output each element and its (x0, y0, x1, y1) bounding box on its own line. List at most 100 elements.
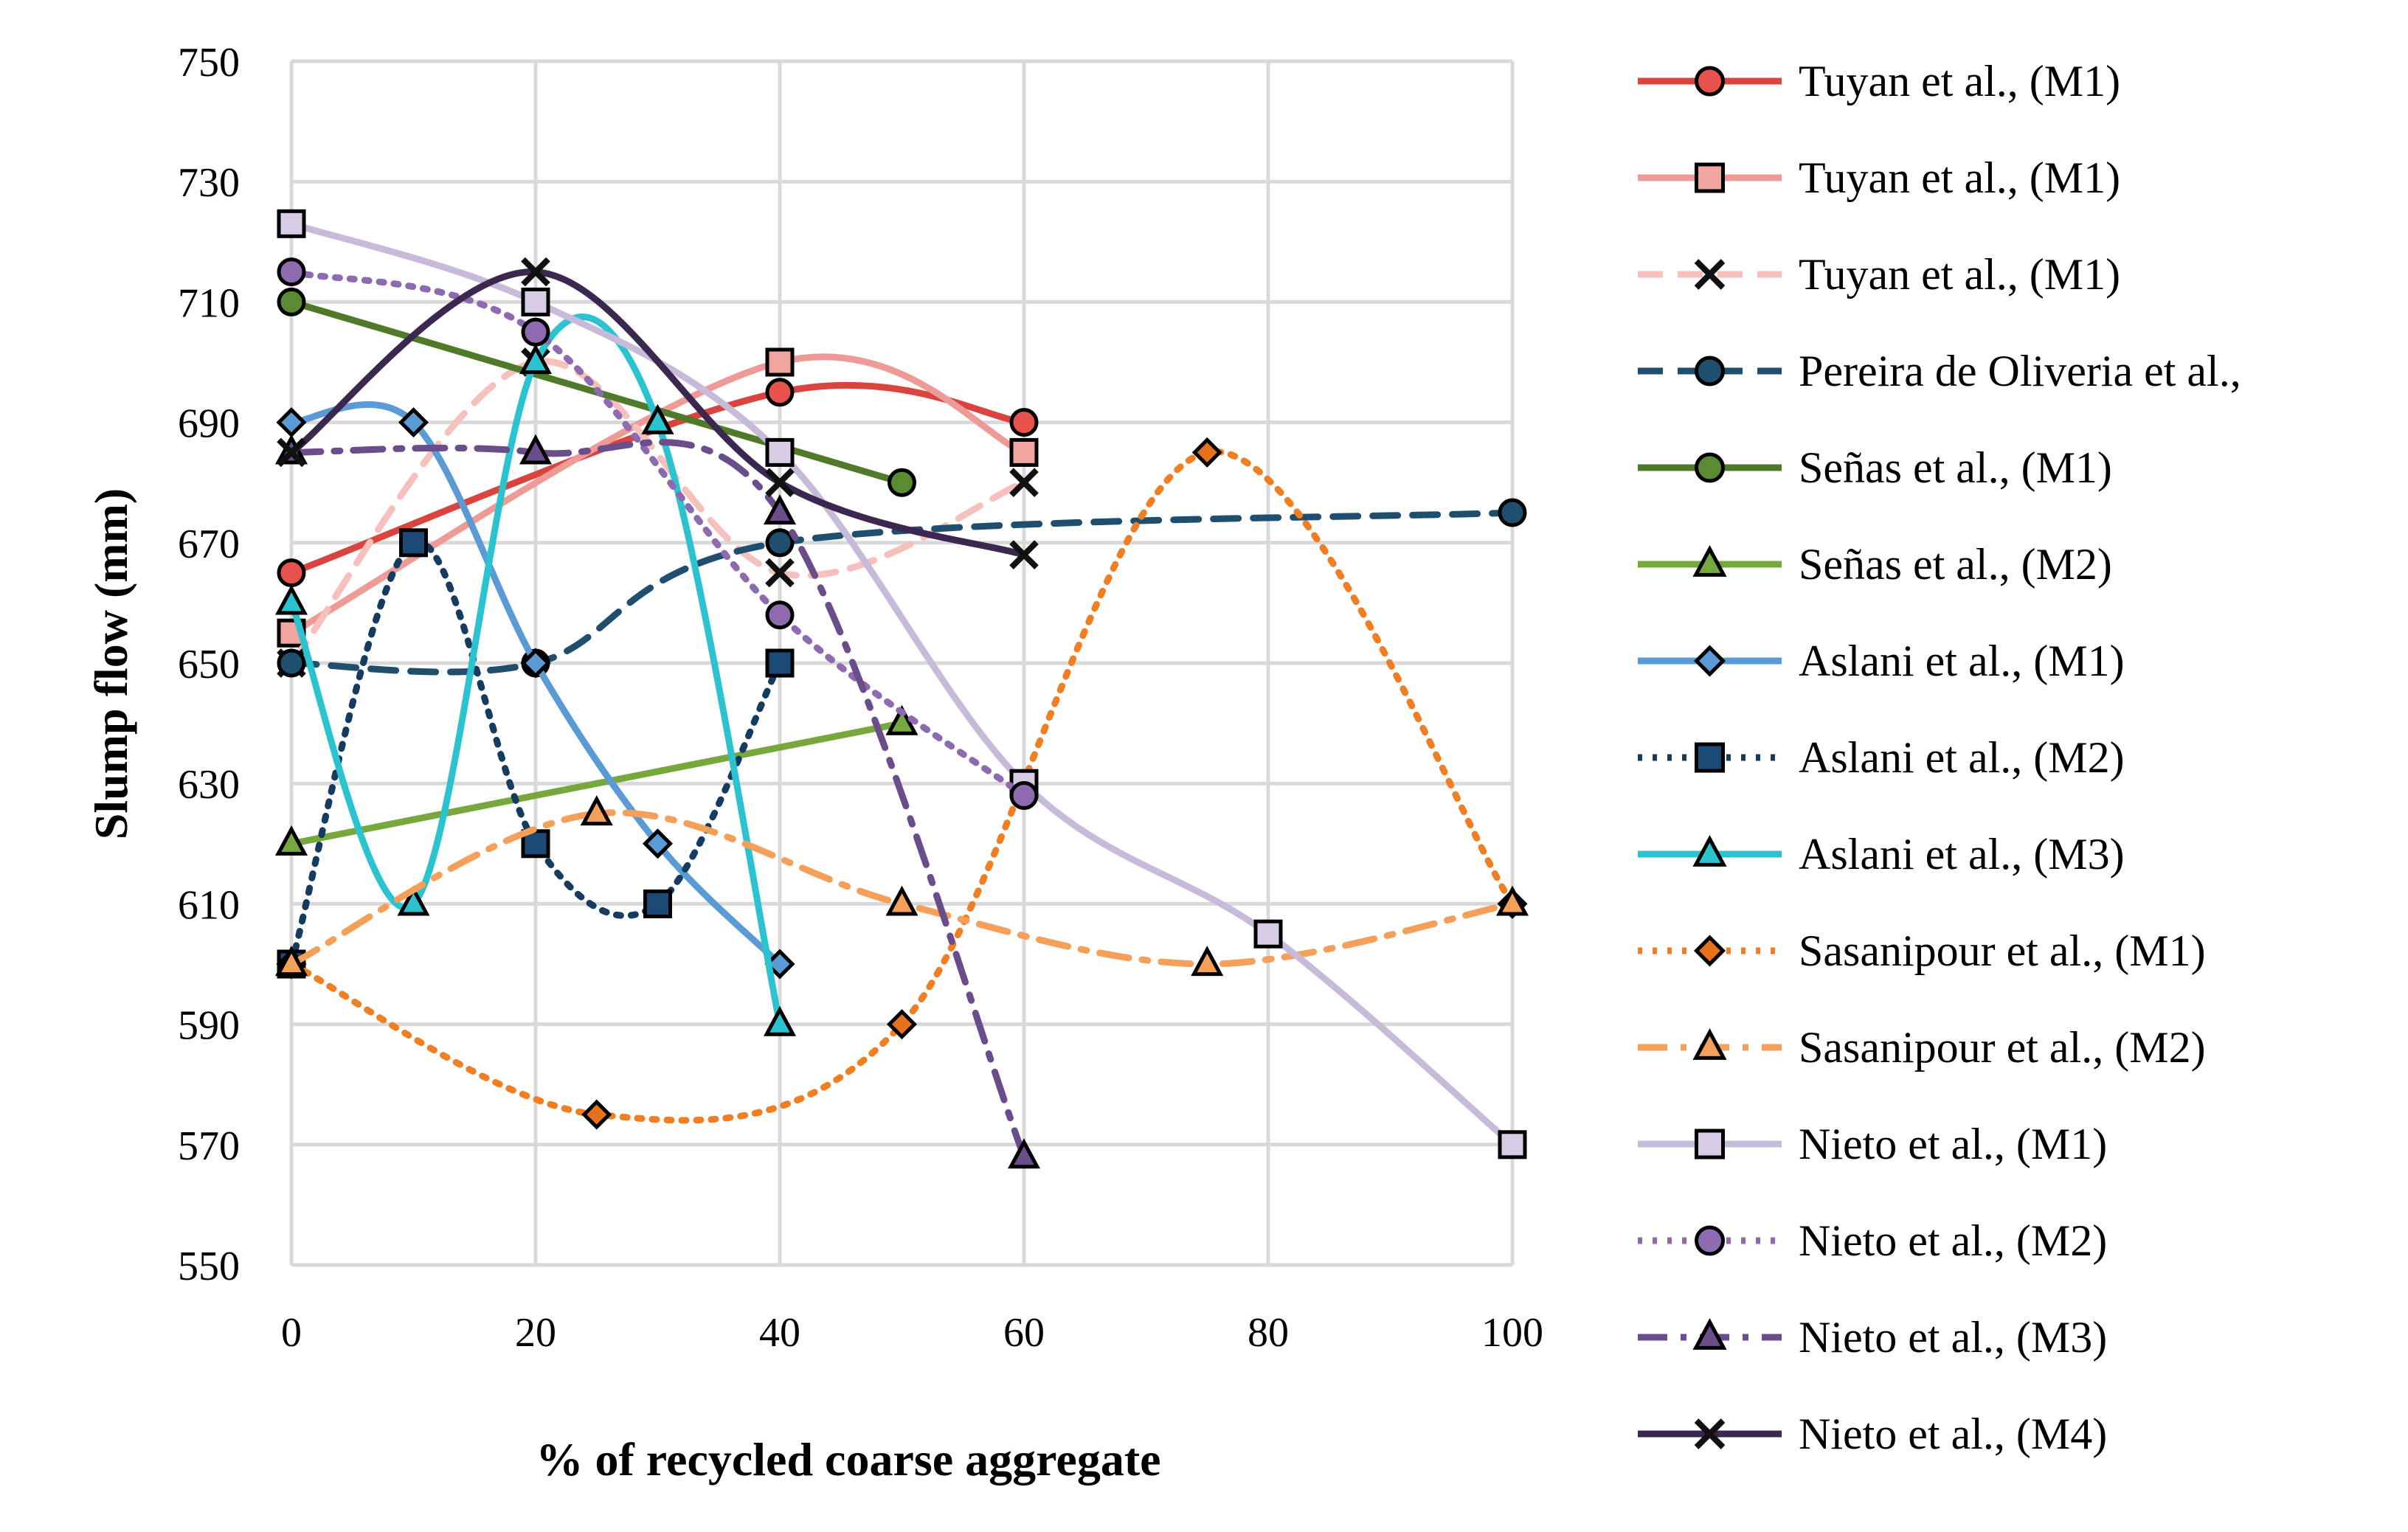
series-14 (274, 434, 1041, 1169)
legend-item: Tuyan et al., (M1) (1638, 57, 2120, 105)
data-point (581, 1099, 612, 1130)
data-point (276, 407, 307, 438)
legend-label: Aslani et al., (M3) (1799, 830, 2125, 878)
data-point (277, 558, 306, 588)
data-point (1498, 1130, 1527, 1160)
data-point (765, 558, 795, 588)
axes: 550 570 590 610 630 650 670 690 710 730 750 0 20 40 60… (178, 40, 1543, 1356)
x-tick-label: 60 (1003, 1310, 1045, 1356)
legend-item: Aslani et al., (M3) (1638, 830, 2125, 878)
data-point (277, 209, 306, 238)
legend-marker (1692, 545, 1727, 577)
y-tick-label: 730 (178, 160, 240, 206)
legend-label: Tuyan et al., (M1) (1799, 250, 2120, 299)
legend-item: Señas et al., (M1) (1638, 443, 2112, 492)
data-point (1009, 468, 1039, 498)
series-line (288, 268, 1028, 558)
data-point (765, 468, 795, 498)
y-tick-label: 550 (178, 1244, 240, 1289)
y-axis-title: Slump flow (mm) (85, 488, 137, 839)
y-tick-label: 670 (178, 521, 240, 567)
legend-label: Nieto et al., (M4) (1799, 1410, 2107, 1458)
legend-item: Nieto et al., (M3) (1638, 1313, 2107, 1362)
legend-marker (1695, 356, 1725, 387)
legend-item: Nieto et al., (M1) (1638, 1120, 2107, 1168)
legend-item: Nieto et al., (M2) (1638, 1216, 2107, 1265)
legend-marker (1694, 259, 1726, 290)
data-point (274, 825, 308, 856)
data-point (885, 704, 918, 735)
data-point (1009, 437, 1039, 467)
series-6 (274, 704, 918, 856)
legend-item: Sasanipour et al., (M2) (1638, 1023, 2206, 1072)
legend-marker (1695, 162, 1725, 193)
series-line (288, 509, 1516, 676)
series-line (288, 448, 1516, 1124)
data-point (765, 528, 795, 558)
data-point (521, 257, 550, 287)
legend-marker (1692, 1318, 1727, 1350)
data-point (886, 1009, 918, 1040)
legend-marker (1695, 1225, 1725, 1256)
y-tick-label: 690 (178, 401, 240, 447)
y-tick-label: 630 (178, 762, 240, 808)
data-point (765, 437, 795, 467)
data-point (1253, 919, 1283, 949)
data-point (765, 378, 795, 407)
x-tick-label: 20 (515, 1310, 556, 1356)
data-point (580, 795, 613, 826)
series-11 (274, 795, 1529, 977)
series-7 (276, 401, 795, 980)
x-tick-label: 0 (281, 1310, 302, 1356)
legend-label: Aslani et al., (M1) (1799, 637, 2125, 685)
legend-item: Tuyan et al., (M1) (1638, 153, 2120, 202)
series-3 (277, 347, 1039, 678)
legend-marker (1692, 835, 1727, 867)
data-point (399, 528, 428, 558)
x-axis-title: % of recycled coarse aggregate (536, 1433, 1160, 1486)
series-line (288, 720, 905, 848)
legend-label: Señas et al., (M2) (1799, 540, 2112, 589)
legend-item: Aslani et al., (M1) (1638, 637, 2125, 685)
legend-label: Señas et al., (M1) (1799, 443, 2112, 492)
series-line (288, 538, 783, 968)
data-point (1191, 946, 1224, 977)
legend-label: Tuyan et al., (M1) (1799, 153, 2120, 202)
data-point (519, 344, 553, 375)
data-point (764, 949, 795, 980)
legend-label: Sasanipour et al., (M1) (1799, 926, 2206, 975)
series-13 (277, 257, 1039, 811)
data-point (642, 828, 674, 859)
data-point (1495, 885, 1529, 916)
series-1 (277, 378, 1039, 588)
legend-marker (1693, 645, 1726, 677)
data-point (888, 468, 916, 497)
series-line (288, 358, 1028, 667)
y-tick-label: 750 (178, 40, 240, 86)
legend-label: Sasanipour et al., (M2) (1799, 1023, 2206, 1072)
legend-label: Aslani et al., (M2) (1799, 733, 2125, 782)
y-tick-label: 710 (178, 280, 240, 326)
legend-marker (1695, 452, 1725, 483)
legend-item: Señas et al., (M2) (1638, 540, 2112, 589)
x-tick-label: 40 (759, 1310, 800, 1356)
data-point (397, 885, 430, 916)
data-point (765, 347, 795, 377)
series-line (288, 268, 1028, 800)
legend-label: Nieto et al., (M1) (1799, 1120, 2107, 1168)
legend-marker (1695, 742, 1725, 773)
series-line (288, 220, 1516, 1148)
data-point (1498, 498, 1527, 527)
y-tick-label: 590 (178, 1003, 240, 1049)
legend-item: Tuyan et al., (M1) (1638, 250, 2120, 299)
data-point (1007, 1138, 1041, 1169)
legend-item: Pereira de Oliveria et al., (1638, 347, 2241, 395)
data-point (520, 648, 551, 679)
legend-marker (1693, 935, 1726, 967)
legend-item: Nieto et al., (M4) (1638, 1410, 2107, 1458)
legend-item: Aslani et al., (M2) (1638, 733, 2125, 782)
legend-marker (1695, 66, 1725, 97)
legend: Tuyan et al., (M1) Tuyan et al., (M1) Tuya… (1638, 57, 2241, 1458)
